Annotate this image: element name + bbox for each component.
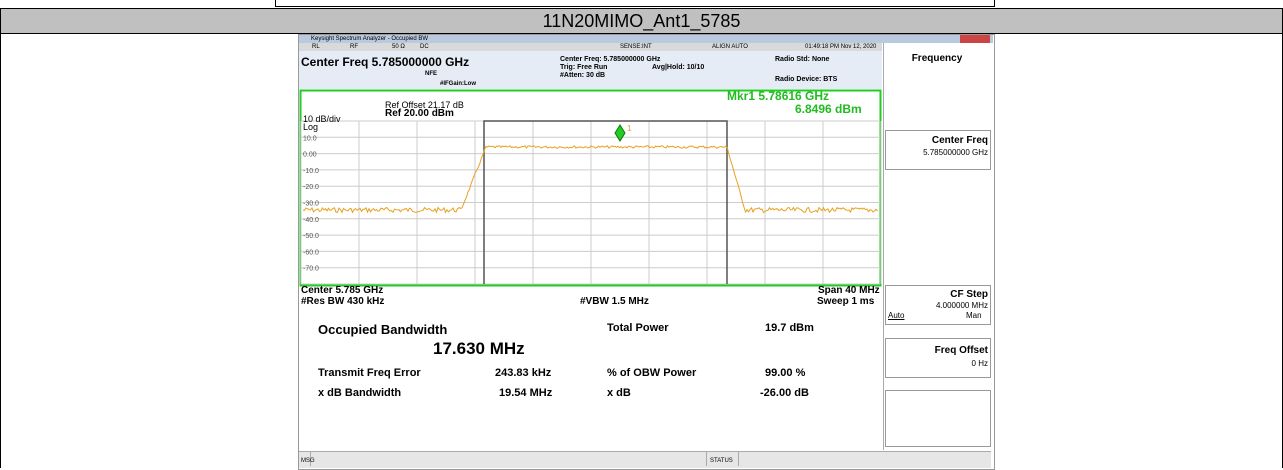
vbw: #VBW 1.5 MHz <box>580 296 649 307</box>
status-item: RF <box>350 44 358 50</box>
avg-hold: Avg|Hold: 10/10 <box>652 64 705 71</box>
y-label: 0.00 <box>303 152 317 159</box>
obw-power-value: 99.00 % <box>765 367 806 379</box>
window-buttons[interactable] <box>960 35 990 43</box>
y-label: -70.0 <box>303 266 319 273</box>
log: Log <box>303 122 319 132</box>
y-label: 10.0 <box>303 135 317 142</box>
softkey[interactable] <box>885 130 991 170</box>
status-bar <box>299 43 882 51</box>
xdb-label: x dB <box>607 387 631 399</box>
softkey-menu: Frequency <box>911 53 963 64</box>
spectrum-graph: 10.0 0.00 -10.0 -20.0 -30.0 -40.0 -50.0 -60.0 -7… <box>299 89 882 287</box>
softkey-value: 0 Hz <box>971 359 988 368</box>
y-label: -60.0 <box>303 249 319 256</box>
softkey-auto: Auto <box>888 311 905 320</box>
center: Center 5.785 GHz <box>301 285 384 296</box>
res-bw: #Res BW 430 kHz <box>301 296 385 307</box>
header-row: 11N20MIMO_Ant1_5785 <box>0 8 1283 34</box>
setting: #Atten: 30 dB <box>560 72 606 79</box>
msg-bar <box>299 451 991 468</box>
softkey-label: Center Freq <box>931 135 988 146</box>
status-box <box>738 452 739 466</box>
status: STATUS <box>710 458 733 464</box>
center-freq-header: Center Freq 5.785000000 GHz <box>301 55 470 69</box>
results-panel <box>299 309 882 449</box>
marker <box>614 124 626 142</box>
setting: Center Freq: 5.785000000 GHz <box>560 56 661 63</box>
freq-error-value: 243.83 kHz <box>495 367 552 379</box>
softkey[interactable] <box>885 338 991 378</box>
ref-offset: Ref Offset 21.17 dB <box>385 100 464 110</box>
total-power-value: 19.7 dBm <box>765 322 814 334</box>
status-item: DC <box>420 44 429 50</box>
softkey-label: CF Step <box>950 289 988 300</box>
softkey-value: 5.785000000 GHz <box>923 148 988 157</box>
xdb-bw-value: 19.54 MHz <box>499 387 553 399</box>
status-item: 50 Ω <box>392 44 405 50</box>
window-title: Keysight Spectrum Analyzer - Occupied BW <box>311 36 429 42</box>
nfe: NFE <box>425 71 437 77</box>
top-row <box>275 0 995 7</box>
xdb-value: -26.00 dB <box>760 387 809 399</box>
softkey[interactable] <box>885 285 991 325</box>
obw-value: 17.630 MHz <box>433 339 525 358</box>
ref-level: Ref 20.00 dBm <box>385 108 454 119</box>
marker-level: 6.8496 dBm <box>795 102 862 116</box>
span: Span 40 MHz <box>818 285 880 296</box>
y-label: -30.0 <box>303 201 319 208</box>
ifgain: #IFGain:Low <box>440 81 476 87</box>
obw-label: Occupied Bandwidth <box>318 322 448 337</box>
y-label: -20.0 <box>303 184 319 191</box>
msg: MSG <box>301 458 315 464</box>
total-power-label: Total Power <box>607 322 669 334</box>
marker-freq: Mkr1 5.78616 GHz <box>727 89 830 103</box>
settings-bar <box>299 51 882 89</box>
status-item: ALIGN AUTO <box>712 44 748 50</box>
y-label: -50.0 <box>303 233 319 240</box>
xdb-bw-label: x dB Bandwidth <box>318 387 402 399</box>
scale: 10 dB/div <box>303 114 341 124</box>
softkey-panel <box>883 43 992 450</box>
softkey-value: 4.000000 MHz <box>935 301 988 310</box>
status-item: RL <box>312 44 320 50</box>
marker-id: 1 <box>627 124 632 133</box>
radio-device: Radio Device: BTS <box>775 76 838 83</box>
radio-std: Radio Std: None <box>775 56 830 63</box>
sweep: Sweep 1 ms <box>817 296 875 307</box>
softkey-man: Man <box>966 311 982 320</box>
obw-power-label: % of OBW Power <box>607 367 697 379</box>
setting: Trig: Free Run <box>560 64 608 71</box>
title-bar: Keysight Spectrum Analyzer - Occupied BW <box>299 35 993 43</box>
y-label: -40.0 <box>303 217 319 224</box>
status-item: 01:49:18 PM Nov 12, 2020 <box>805 44 877 50</box>
obw-bracket <box>483 120 728 284</box>
status-item: SENSE:INT <box>620 44 652 50</box>
y-label: -10.0 <box>303 168 319 175</box>
softkey[interactable] <box>885 390 991 447</box>
freq-error-label: Transmit Freq Error <box>318 367 421 379</box>
softkey-label: Freq Offset <box>934 345 988 356</box>
header-title: 11N20MIMO_Ant1_5785 <box>542 11 741 31</box>
msg-box <box>310 452 707 466</box>
trace <box>302 145 878 214</box>
